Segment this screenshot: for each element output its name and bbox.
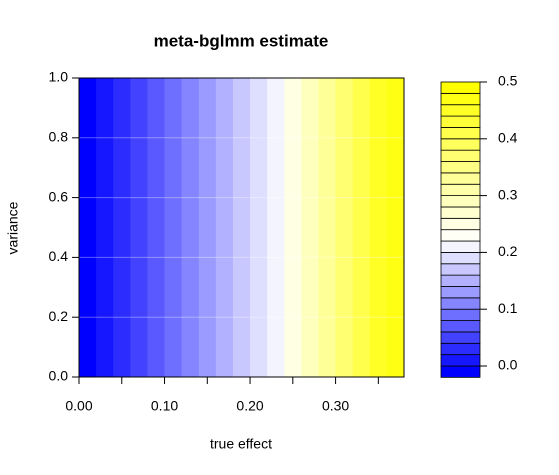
key-tick-label: 0.2: [498, 243, 518, 259]
key-tick-label: 0.5: [498, 73, 518, 89]
key-band: [440, 172, 481, 185]
contour-cell: [369, 78, 388, 377]
contour-cell: [352, 78, 371, 377]
contour-cell: [113, 78, 131, 377]
key-band: [440, 320, 481, 333]
chart-title: meta-bglmm estimate: [154, 31, 329, 50]
key-tick-label: 0.3: [498, 186, 518, 202]
key-band: [440, 138, 481, 151]
key-band: [440, 206, 481, 219]
key-band: [440, 308, 481, 321]
key-band: [440, 92, 481, 106]
key-band: [440, 127, 481, 140]
key-band: [440, 251, 481, 265]
contour-cell: [130, 78, 148, 377]
contour-cell: [250, 78, 268, 377]
plot-frame: [78, 77, 405, 378]
contour-cell: [147, 78, 166, 377]
key-band: [440, 297, 481, 310]
y-tick-label: 0.0: [49, 368, 69, 384]
y-tick-label: 0.8: [49, 129, 69, 145]
y-tick-label: 0.6: [49, 188, 69, 204]
key-band: [440, 104, 481, 117]
contour-cell: [386, 78, 405, 377]
key-band: [440, 149, 481, 162]
key-band: [440, 217, 481, 231]
contour-cell: [215, 78, 234, 377]
y-tick-label: 0.2: [49, 308, 69, 324]
y-tick-label: 1.0: [49, 69, 69, 85]
x-tick-label: 0.20: [236, 398, 263, 414]
key-tick-label: 0.0: [498, 357, 518, 373]
x-tick-label: 0.00: [65, 398, 92, 414]
key-band: [440, 240, 481, 253]
key-band: [440, 81, 481, 94]
contour-cell: [198, 78, 217, 377]
key-band: [440, 161, 481, 174]
contour-cell: [181, 78, 200, 377]
key-tick-label: 0.1: [498, 300, 518, 316]
contour-cell: [335, 78, 354, 377]
key-band: [440, 195, 481, 208]
x-tick-label: 0.30: [322, 398, 349, 414]
contour-cell: [267, 78, 285, 377]
contour-cell: [318, 78, 337, 377]
contour-cell: [284, 78, 302, 377]
key-tick-label: 0.4: [498, 130, 518, 146]
key-band: [440, 354, 481, 367]
x-axis-label: true effect: [210, 436, 272, 452]
key-band: [440, 183, 481, 197]
y-axis-label: variance: [5, 201, 21, 254]
key-band: [440, 331, 481, 344]
contour-cell: [96, 78, 114, 377]
x-tick-label: 0.10: [151, 398, 178, 414]
contour-cell: [301, 78, 319, 377]
key-band: [440, 229, 481, 242]
y-tick-label: 0.4: [49, 248, 69, 264]
contour-cell: [232, 78, 251, 377]
key-band: [440, 286, 481, 299]
key-band: [440, 115, 481, 128]
key-band: [440, 342, 481, 356]
key-band: [440, 263, 481, 276]
key-band: [440, 365, 481, 378]
contour-cell: [79, 78, 97, 377]
contour-cell: [164, 78, 183, 377]
key-band: [440, 274, 481, 287]
